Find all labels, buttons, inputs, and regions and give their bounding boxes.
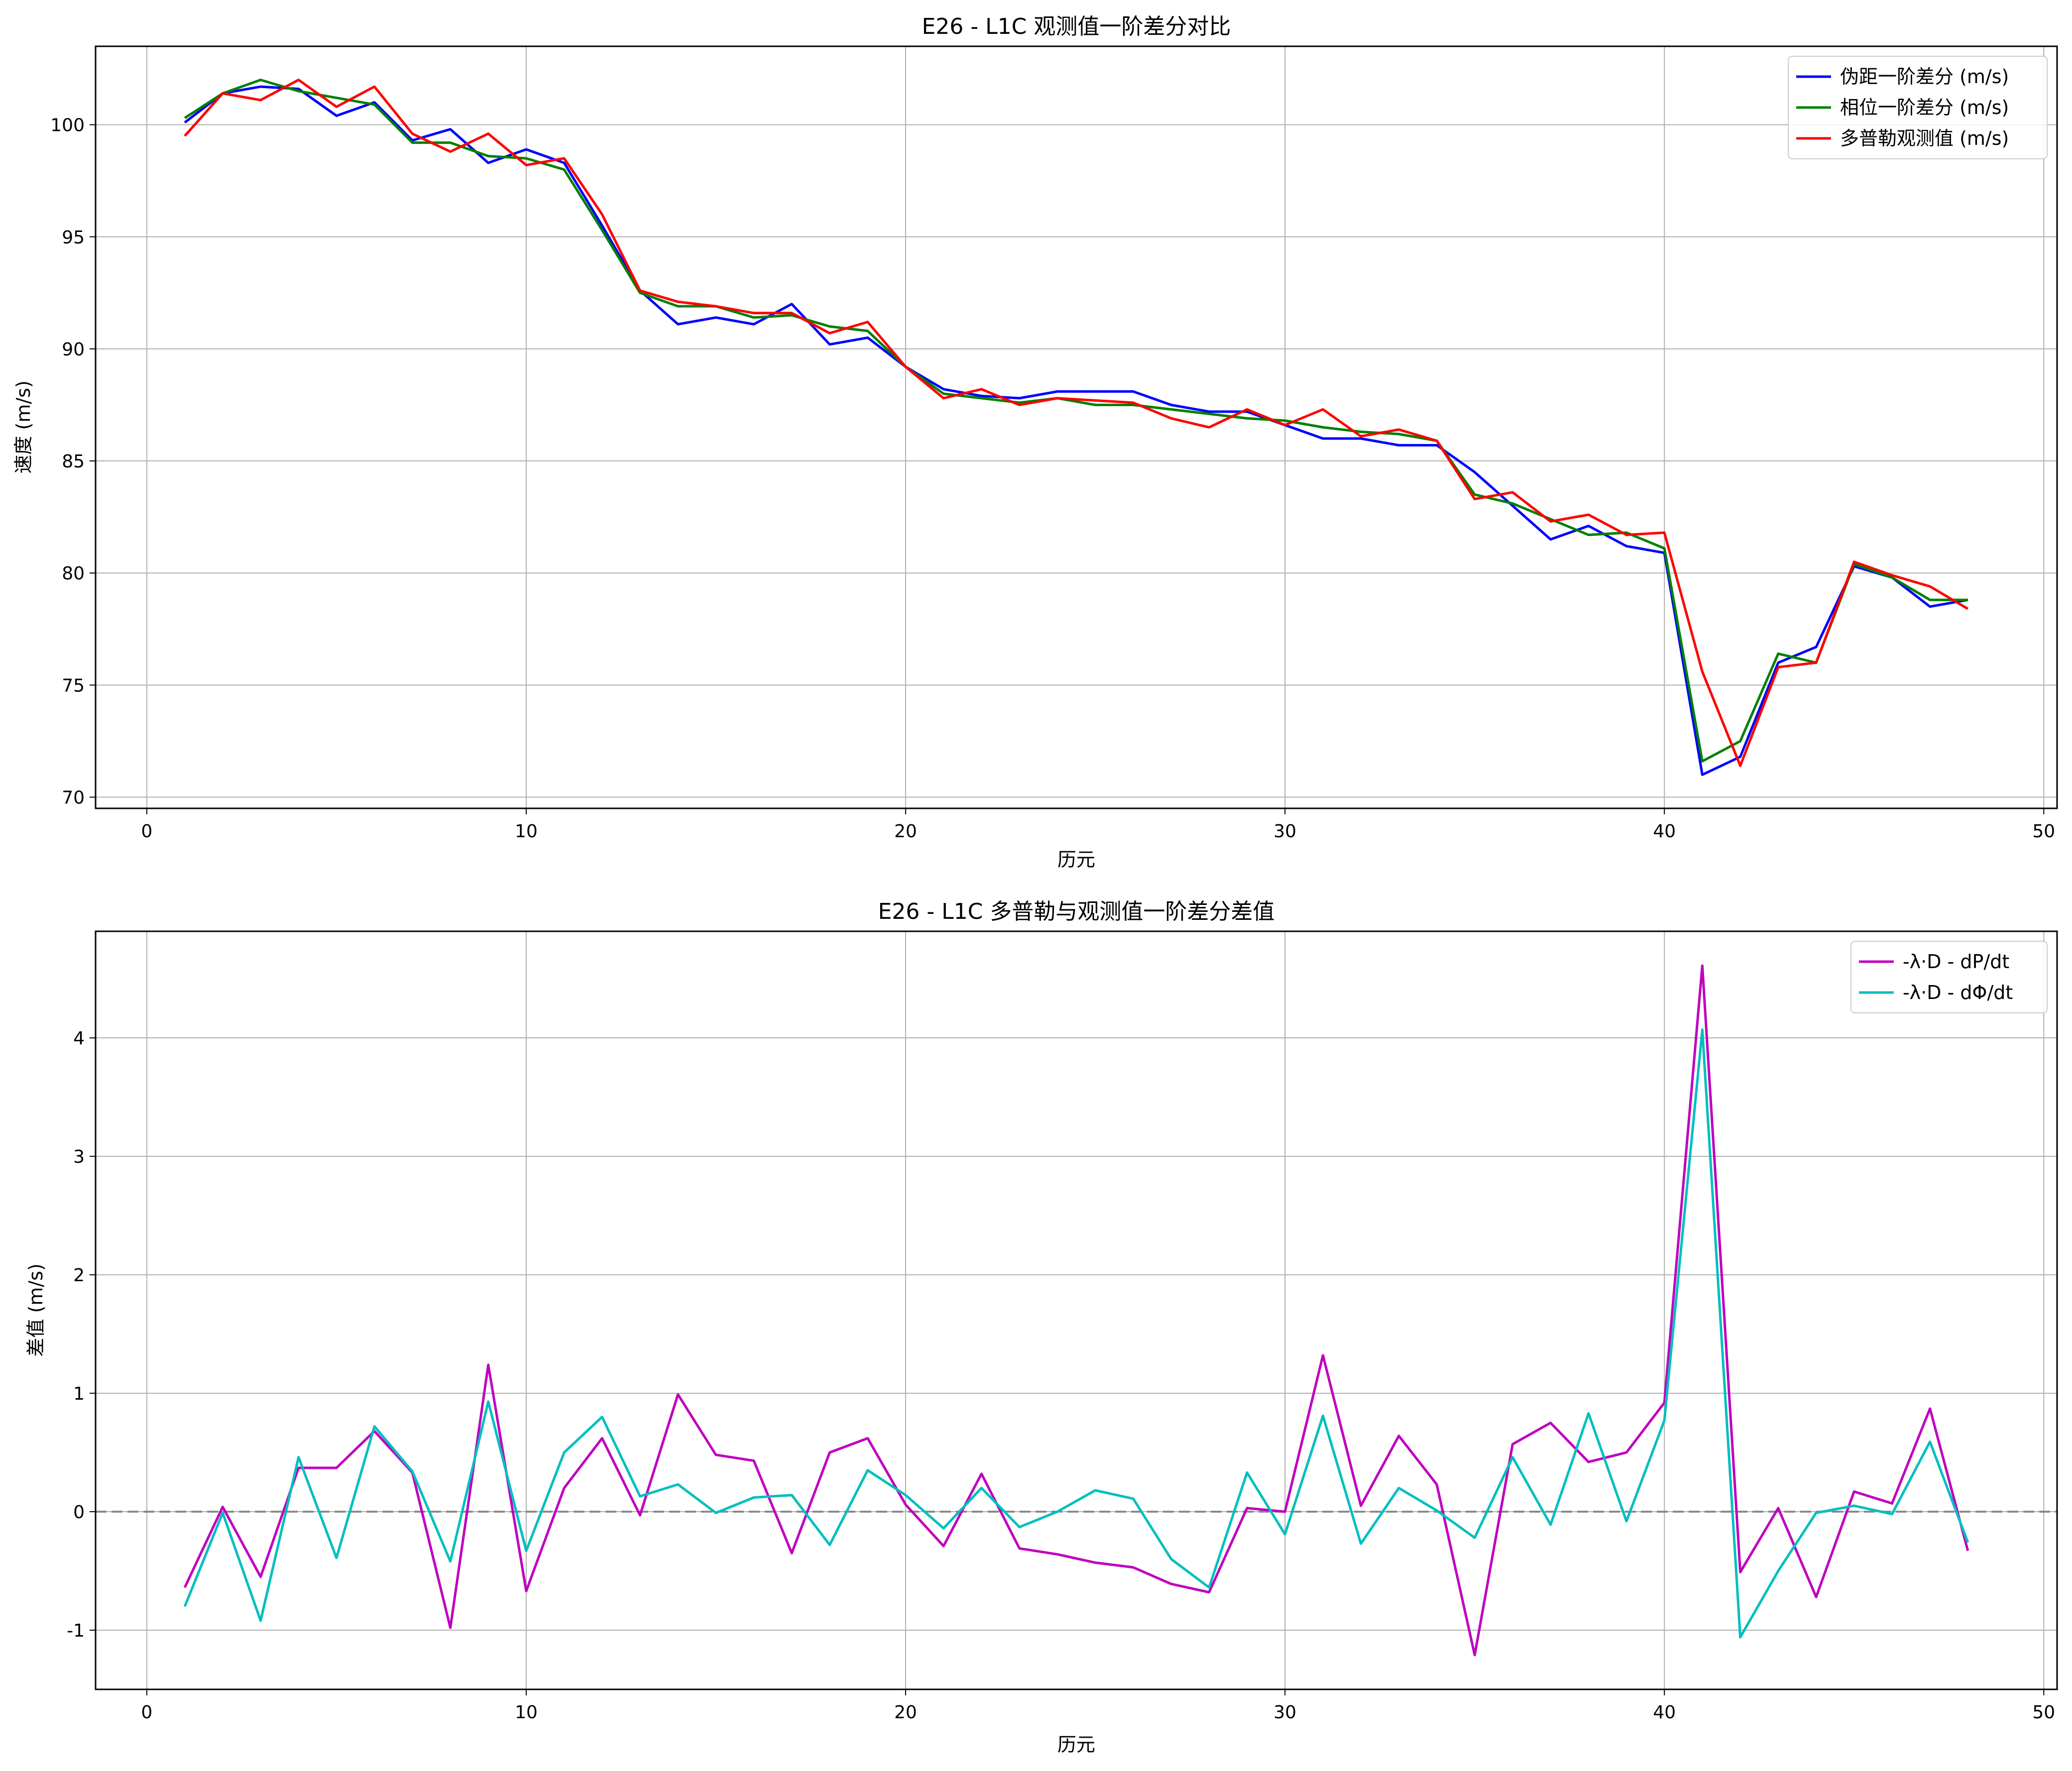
x-tick-label: 10 [515,1702,538,1723]
y-tick-label: 85 [62,451,85,472]
x-axis-label: 历元 [1057,849,1095,871]
x-tick-label: 10 [515,821,538,842]
y-axis-label: 差值 (m/s) [25,1263,47,1356]
x-tick-label: 50 [2032,821,2055,842]
x-tick-label: 30 [1273,821,1296,842]
legend-box [1788,56,2048,159]
plot-frame [95,45,2058,809]
y-tick-label: 80 [62,563,85,584]
y-tick-label: 75 [62,675,85,696]
legend: -λ·D - dP/dt -λ·D - dΦ/dt [1850,941,2048,1013]
y-tick-label: 2 [73,1265,85,1286]
x-tick-label: 30 [1273,1702,1296,1723]
chart-velocity: E26 - L1C 观测值一阶差分对比 0 10 20 30 40 50 70 75 80 85 9… [12,14,2058,871]
x-tick-label: 0 [141,821,152,842]
series-line-1 [184,85,1968,776]
x-tick-label: 40 [1653,821,1676,842]
series-line-2 [184,79,1968,763]
x-tick-label: 20 [894,821,917,842]
legend-label: 伪距一阶差分 (m/s) [1840,66,2009,88]
y-tick-label: 0 [73,1502,85,1523]
y-tick-label: 4 [73,1028,85,1049]
legend-label: -λ·D - dΦ/dt [1903,982,2013,1003]
chart-title: E26 - L1C 观测值一阶差分对比 [922,14,1231,39]
y-tick-label: 70 [62,787,85,808]
chart-title: E26 - L1C 多普勒与观测值一阶差分差值 [878,899,1275,924]
x-tick-label: 50 [2032,1702,2055,1723]
y-tick-label: 3 [73,1147,85,1167]
chart-difference: E26 - L1C 多普勒与观测值一阶差分差值 0 10 20 30 40 50 -1 0 1 2… [25,899,2058,1756]
plot-frame [95,930,2058,1690]
series-line-3 [184,79,1969,767]
y-tick-label: 1 [73,1384,85,1404]
y-tick-label: -1 [67,1621,85,1641]
y-tick-label: 90 [62,339,85,360]
series-line-1 [183,964,1969,1657]
legend: 伪距一阶差分 (m/s) 相位一阶差分 (m/s) 多普勒观测值 (m/s) [1788,56,2048,159]
y-tick-label: 100 [50,115,85,136]
legend-label: 多普勒观测值 (m/s) [1840,127,2009,149]
legend-label: -λ·D - dP/dt [1903,951,2009,973]
series-line-2 [183,1028,1969,1639]
x-tick-label: 40 [1653,1702,1676,1723]
legend-label: 相位一阶差分 (m/s) [1840,97,2009,118]
x-tick-label: 0 [141,1702,152,1723]
y-axis-label: 速度 (m/s) [12,380,34,473]
x-axis-label: 历元 [1057,1734,1095,1756]
legend-box [1850,941,2048,1013]
x-tick-label: 20 [894,1702,917,1723]
y-tick-label: 95 [62,227,85,248]
